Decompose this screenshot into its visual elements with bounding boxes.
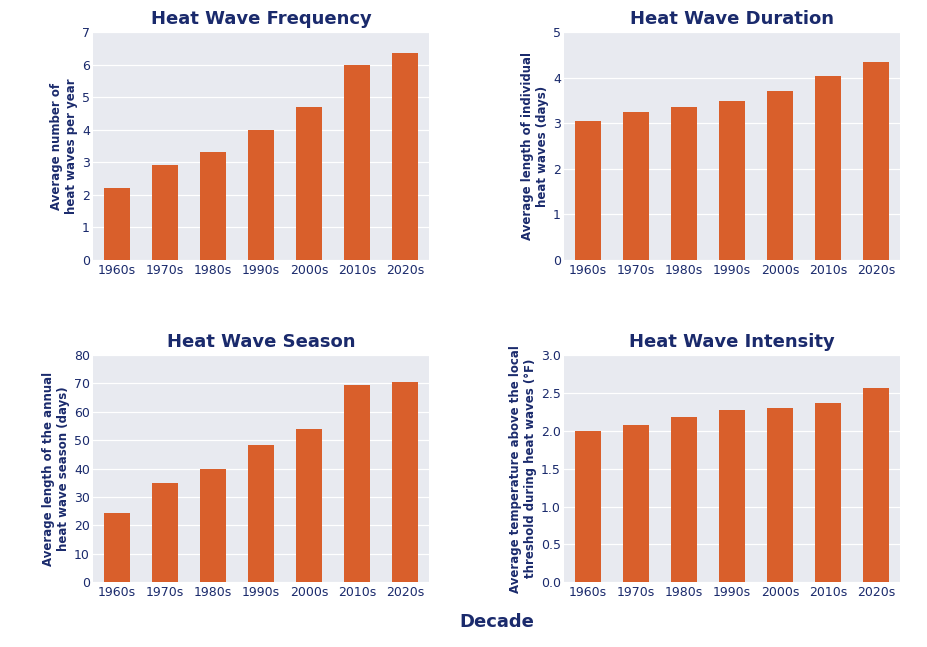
- Bar: [574, 121, 601, 259]
- Title: Heat Wave Frequency: Heat Wave Frequency: [150, 10, 371, 28]
- Bar: [622, 112, 648, 259]
- Y-axis label: Average number of
heat waves per year: Average number of heat waves per year: [50, 78, 78, 214]
- Bar: [862, 62, 888, 259]
- Bar: [814, 403, 841, 582]
- Bar: [344, 385, 370, 582]
- Bar: [718, 100, 744, 259]
- Y-axis label: Average length of the annual
heat wave season (days): Average length of the annual heat wave s…: [42, 371, 70, 565]
- Y-axis label: Average length of individual
heat waves (days): Average length of individual heat waves …: [520, 52, 548, 240]
- Bar: [574, 431, 601, 582]
- Bar: [248, 444, 273, 582]
- Bar: [199, 468, 226, 582]
- Bar: [862, 388, 888, 582]
- Bar: [391, 54, 418, 259]
- Bar: [199, 153, 226, 259]
- Bar: [718, 410, 744, 582]
- Bar: [248, 130, 273, 259]
- Bar: [766, 91, 793, 259]
- Bar: [296, 107, 322, 259]
- Text: Decade: Decade: [459, 613, 533, 631]
- Bar: [391, 382, 418, 582]
- Bar: [766, 408, 793, 582]
- Bar: [670, 107, 696, 259]
- Y-axis label: Average temperature above the local
threshold during heat waves (°F): Average temperature above the local thre…: [508, 345, 536, 593]
- Bar: [296, 429, 322, 582]
- Bar: [344, 65, 370, 259]
- Bar: [151, 483, 178, 582]
- Title: Heat Wave Duration: Heat Wave Duration: [629, 10, 833, 28]
- Title: Heat Wave Intensity: Heat Wave Intensity: [629, 333, 834, 351]
- Bar: [104, 512, 130, 582]
- Bar: [104, 188, 130, 259]
- Bar: [814, 76, 841, 259]
- Title: Heat Wave Season: Heat Wave Season: [167, 333, 355, 351]
- Bar: [622, 424, 648, 582]
- Bar: [151, 166, 178, 259]
- Bar: [670, 417, 696, 582]
